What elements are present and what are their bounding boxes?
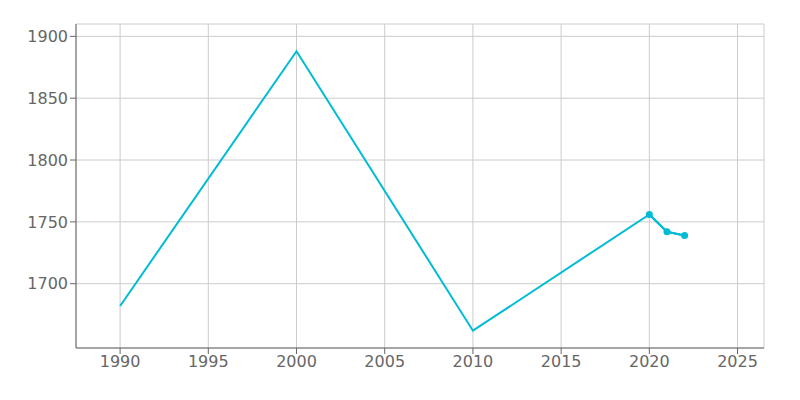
svg-text:1995: 1995	[188, 352, 229, 371]
svg-text:2015: 2015	[541, 352, 582, 371]
svg-text:1700: 1700	[27, 274, 68, 293]
svg-text:2025: 2025	[717, 352, 758, 371]
svg-text:1900: 1900	[27, 27, 68, 46]
svg-text:1990: 1990	[100, 352, 141, 371]
svg-text:2010: 2010	[453, 352, 494, 371]
svg-text:2020: 2020	[629, 352, 670, 371]
svg-text:1750: 1750	[27, 213, 68, 232]
svg-text:2005: 2005	[364, 352, 405, 371]
svg-text:1850: 1850	[27, 89, 68, 108]
svg-text:1800: 1800	[27, 151, 68, 170]
svg-text:2000: 2000	[276, 352, 317, 371]
